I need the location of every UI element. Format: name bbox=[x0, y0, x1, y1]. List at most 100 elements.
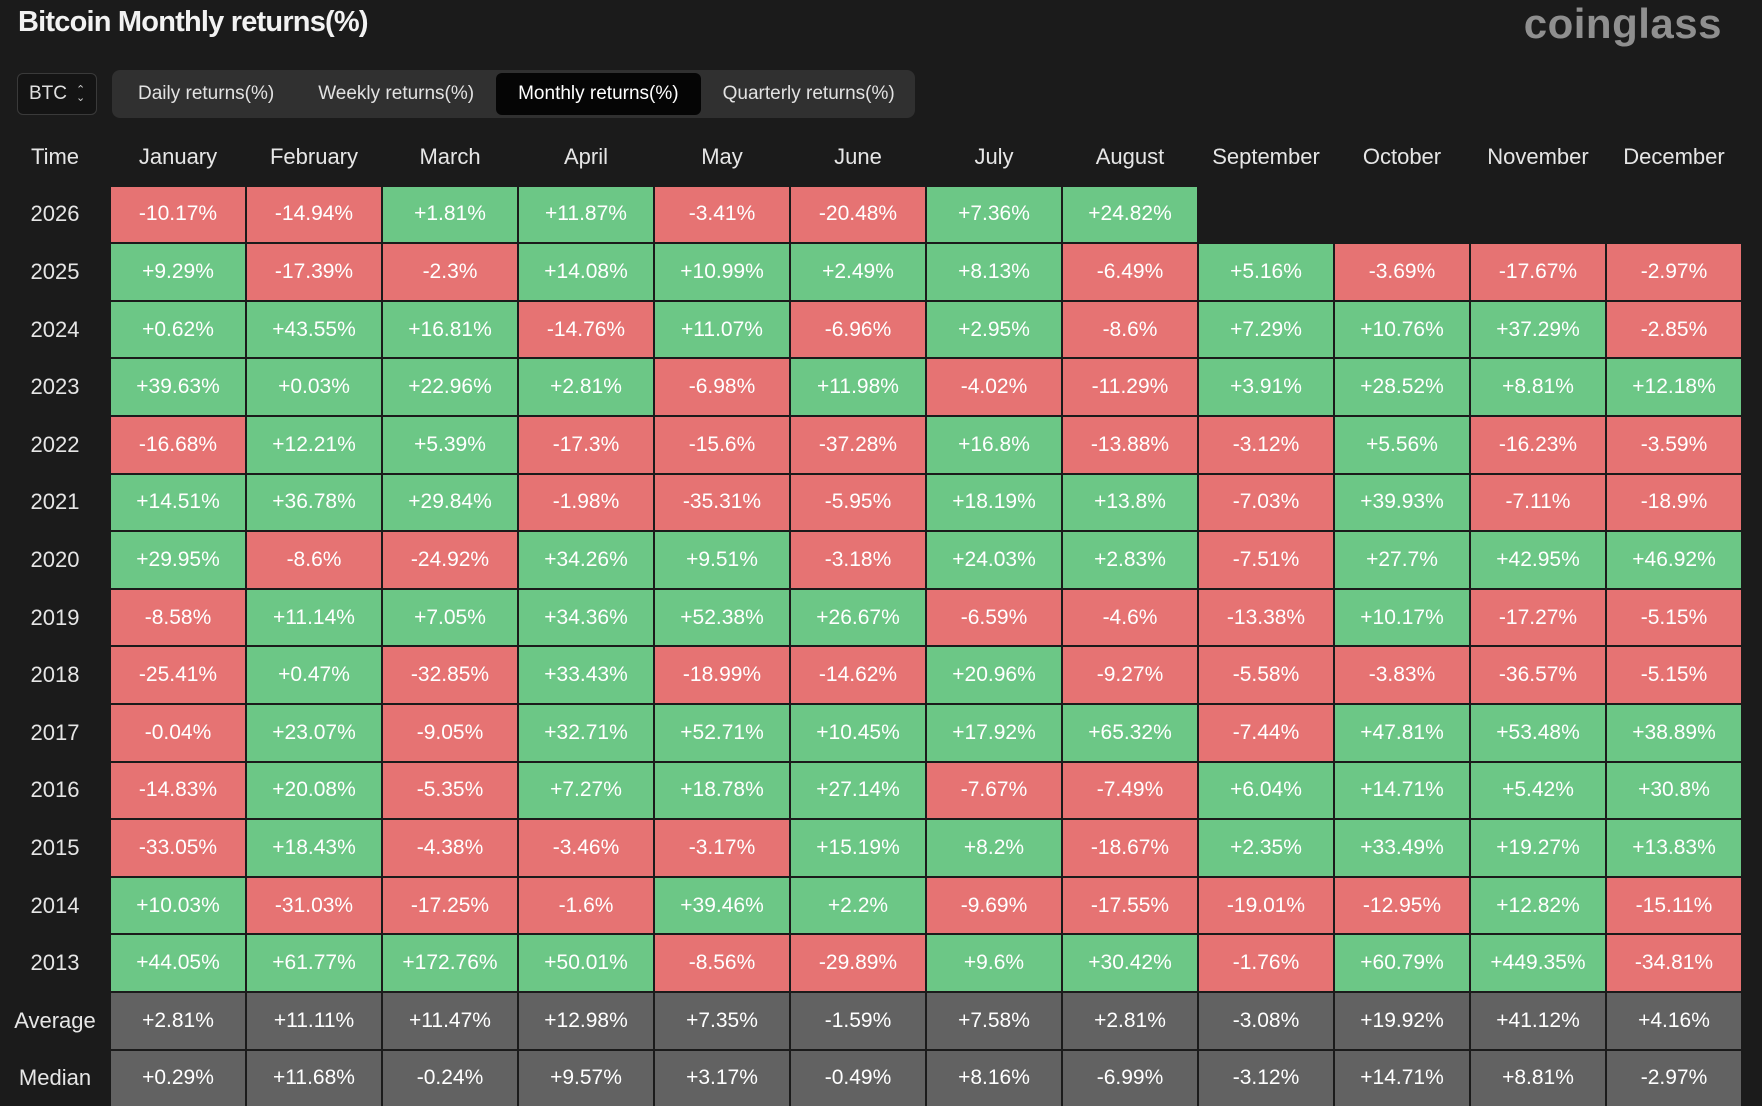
chevron-up-down-icon: ⌃ ⌄ bbox=[76, 84, 86, 104]
return-cell: +7.05% bbox=[383, 589, 517, 646]
return-cell: +10.45% bbox=[791, 704, 925, 761]
return-cell: +65.32% bbox=[1063, 704, 1197, 761]
return-cell: +34.36% bbox=[519, 589, 653, 646]
return-cell: -3.18% bbox=[791, 532, 925, 588]
return-cell: +43.55% bbox=[247, 301, 381, 358]
return-cell: +33.49% bbox=[1335, 820, 1469, 876]
return-cell: -1.76% bbox=[1199, 935, 1333, 991]
return-cell: -6.49% bbox=[1063, 244, 1197, 300]
return-cell: +10.99% bbox=[655, 244, 789, 300]
return-cell: +36.78% bbox=[247, 474, 381, 531]
return-cell: +7.27% bbox=[519, 762, 653, 819]
return-cell: +8.13% bbox=[927, 244, 1061, 300]
return-cell: +2.81% bbox=[519, 359, 653, 415]
return-cell: -3.12% bbox=[1199, 416, 1333, 473]
return-cell: +32.71% bbox=[519, 704, 653, 761]
tab-monthly-returns[interactable]: Monthly returns(%) bbox=[496, 73, 701, 115]
return-cell: -8.6% bbox=[1063, 301, 1197, 358]
summary-cell: -3.12% bbox=[1199, 1050, 1333, 1106]
return-cell: +5.42% bbox=[1471, 762, 1605, 819]
summary-cell: +14.71% bbox=[1335, 1050, 1469, 1106]
return-cell: -17.27% bbox=[1471, 589, 1605, 646]
return-cell: +37.29% bbox=[1471, 301, 1605, 358]
return-cell: -7.51% bbox=[1199, 532, 1333, 588]
return-cell: +17.92% bbox=[927, 704, 1061, 761]
return-cell: -4.38% bbox=[383, 820, 517, 876]
summary-cell: -3.08% bbox=[1199, 992, 1333, 1049]
return-cell: +0.03% bbox=[247, 359, 381, 415]
return-cell: -31.03% bbox=[247, 877, 381, 934]
return-cell: +11.87% bbox=[519, 186, 653, 243]
return-cell: -32.85% bbox=[383, 647, 517, 703]
row-label: 2014 bbox=[30, 892, 80, 918]
summary-cell: +7.35% bbox=[655, 992, 789, 1049]
return-cell: -9.05% bbox=[383, 704, 517, 761]
row-label: 2026 bbox=[30, 201, 80, 227]
summary-cell: +9.57% bbox=[519, 1050, 653, 1106]
return-cell: +10.76% bbox=[1335, 301, 1469, 358]
return-cell: +9.6% bbox=[927, 935, 1061, 991]
return-cell: -14.94% bbox=[247, 186, 381, 243]
returns-tabs: Daily returns(%) Weekly returns(%) Month… bbox=[112, 70, 915, 118]
row-label: 2024 bbox=[30, 316, 80, 342]
summary-cell: -2.97% bbox=[1607, 1050, 1741, 1106]
coin-select[interactable]: BTC ⌃ ⌄ bbox=[17, 73, 97, 115]
return-cell: +0.47% bbox=[247, 647, 381, 703]
summary-cell: -6.99% bbox=[1063, 1050, 1197, 1106]
return-cell: +22.96% bbox=[383, 359, 517, 415]
return-cell: -4.6% bbox=[1063, 589, 1197, 646]
column-header-march: March bbox=[419, 143, 481, 169]
page-title: Bitcoin Monthly returns(%) bbox=[18, 6, 369, 38]
return-cell: -14.83% bbox=[111, 762, 245, 819]
return-cell: -5.15% bbox=[1607, 589, 1741, 646]
return-cell: +34.26% bbox=[519, 532, 653, 588]
return-cell: -10.17% bbox=[111, 186, 245, 243]
return-cell: +10.17% bbox=[1335, 589, 1469, 646]
return-cell: -14.76% bbox=[519, 301, 653, 358]
summary-cell: +41.12% bbox=[1471, 992, 1605, 1049]
return-cell: -20.48% bbox=[791, 186, 925, 243]
return-cell: -17.39% bbox=[247, 244, 381, 300]
return-cell: +8.2% bbox=[927, 820, 1061, 876]
return-cell: +46.92% bbox=[1607, 532, 1741, 588]
return-cell bbox=[1199, 187, 1333, 243]
return-cell: -9.27% bbox=[1063, 647, 1197, 703]
summary-cell: +11.11% bbox=[247, 992, 381, 1049]
return-cell: +30.8% bbox=[1607, 762, 1741, 819]
return-cell: +18.78% bbox=[655, 762, 789, 819]
return-cell: -18.9% bbox=[1607, 474, 1741, 531]
return-cell: +14.51% bbox=[111, 474, 245, 531]
return-cell: +3.91% bbox=[1199, 359, 1333, 415]
return-cell: -7.03% bbox=[1199, 474, 1333, 531]
return-cell: +13.8% bbox=[1063, 474, 1197, 531]
summary-cell: +3.17% bbox=[655, 1050, 789, 1106]
return-cell: +0.62% bbox=[111, 301, 245, 358]
return-cell: -2.97% bbox=[1607, 244, 1741, 300]
return-cell: +7.36% bbox=[927, 186, 1061, 243]
return-cell: -3.46% bbox=[519, 820, 653, 876]
return-cell: +7.29% bbox=[1199, 301, 1333, 358]
tab-quarterly-returns[interactable]: Quarterly returns(%) bbox=[722, 83, 895, 104]
summary-cell: +0.29% bbox=[111, 1050, 245, 1106]
row-label: 2019 bbox=[30, 604, 80, 630]
summary-cell: -0.24% bbox=[383, 1050, 517, 1106]
row-label: 2023 bbox=[30, 374, 80, 400]
return-cell: +2.49% bbox=[791, 244, 925, 300]
return-cell: +18.19% bbox=[927, 474, 1061, 531]
return-cell: +11.07% bbox=[655, 301, 789, 358]
return-cell: +10.03% bbox=[111, 877, 245, 934]
summary-cell: +4.16% bbox=[1607, 992, 1741, 1049]
return-cell: -15.6% bbox=[655, 416, 789, 473]
row-label: 2015 bbox=[30, 834, 80, 860]
return-cell: -25.41% bbox=[111, 647, 245, 703]
row-label: 2017 bbox=[30, 719, 80, 745]
summary-cell: +11.68% bbox=[247, 1050, 381, 1106]
return-cell: -18.67% bbox=[1063, 820, 1197, 876]
return-cell: +5.39% bbox=[383, 416, 517, 473]
column-header-time: Time bbox=[30, 143, 80, 169]
returns-table: Time January February March April May June July… bbox=[0, 128, 1742, 1106]
return-cell: +26.67% bbox=[791, 589, 925, 646]
tab-daily-returns[interactable]: Daily returns(%) bbox=[138, 83, 275, 104]
tab-weekly-returns[interactable]: Weekly returns(%) bbox=[318, 83, 475, 104]
return-cell: +23.07% bbox=[247, 704, 381, 761]
